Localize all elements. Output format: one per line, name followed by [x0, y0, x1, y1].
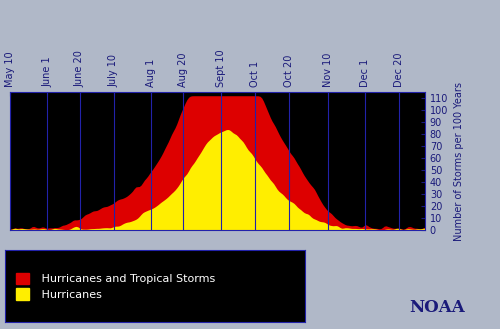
Y-axis label: Number of Storms per 100 Years: Number of Storms per 100 Years: [454, 82, 464, 241]
Legend:  Hurricanes and Tropical Storms,  Hurricanes: Hurricanes and Tropical Storms, Hurrican…: [10, 267, 221, 305]
Text: NOAA: NOAA: [409, 299, 465, 316]
